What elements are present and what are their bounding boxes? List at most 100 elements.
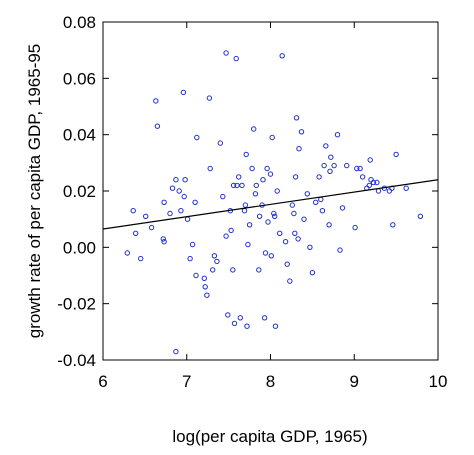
data-point bbox=[160, 236, 167, 242]
data-point bbox=[182, 177, 188, 183]
data-point bbox=[264, 165, 270, 172]
data-point bbox=[393, 151, 399, 158]
data-point bbox=[262, 250, 269, 256]
data-point bbox=[143, 213, 149, 220]
data-point bbox=[202, 284, 208, 290]
data-point bbox=[277, 230, 283, 237]
data-point bbox=[271, 210, 277, 217]
data-point bbox=[279, 53, 285, 59]
data-point bbox=[187, 255, 193, 262]
data-point bbox=[301, 216, 307, 222]
data-point bbox=[211, 253, 218, 259]
y-axis-label: growth rate of per capita GDP, 1965-95 bbox=[25, 44, 44, 339]
x-axis-label: log(per capita GDP, 1965) bbox=[172, 427, 367, 446]
x-tick-label: 10 bbox=[429, 372, 448, 391]
data-point bbox=[291, 210, 297, 217]
data-point bbox=[192, 199, 198, 206]
data-point bbox=[328, 154, 334, 160]
data-point bbox=[274, 188, 280, 194]
data-point bbox=[234, 182, 240, 189]
y-tick-label: 0.06 bbox=[63, 69, 96, 88]
data-point bbox=[316, 174, 322, 180]
data-point bbox=[243, 151, 249, 158]
data-point bbox=[331, 162, 337, 169]
data-point bbox=[282, 239, 289, 245]
data-point bbox=[289, 202, 295, 208]
data-point bbox=[295, 236, 301, 242]
data-point bbox=[173, 177, 179, 183]
data-point bbox=[366, 182, 372, 189]
data-point bbox=[357, 165, 363, 172]
x-axis-ticks: 6 7 8 9 10 bbox=[98, 22, 447, 391]
data-point bbox=[194, 134, 200, 141]
data-point bbox=[375, 188, 382, 194]
data-point bbox=[304, 191, 310, 197]
y-tick-label: 0.04 bbox=[63, 126, 96, 145]
data-point bbox=[241, 208, 248, 214]
data-point bbox=[284, 261, 290, 267]
data-point bbox=[220, 193, 226, 200]
data-point bbox=[230, 182, 237, 189]
data-point bbox=[319, 208, 326, 214]
data-point bbox=[176, 188, 182, 194]
data-point bbox=[390, 222, 396, 228]
x-tick-label: 8 bbox=[266, 372, 275, 391]
data-point bbox=[193, 272, 199, 279]
data-point bbox=[256, 213, 263, 220]
data-point bbox=[189, 241, 196, 248]
x-tick-label: 6 bbox=[98, 372, 107, 391]
data-point bbox=[201, 275, 208, 281]
data-point bbox=[244, 323, 250, 329]
data-point bbox=[239, 182, 245, 189]
data-point bbox=[169, 185, 176, 191]
data-point bbox=[296, 146, 302, 152]
y-tick-label: -0.04 bbox=[57, 351, 96, 370]
data-point bbox=[293, 115, 300, 121]
data-point bbox=[223, 50, 229, 56]
data-point bbox=[367, 157, 373, 163]
data-point bbox=[337, 247, 343, 253]
data-point bbox=[217, 140, 224, 146]
data-point bbox=[386, 188, 393, 194]
data-point bbox=[181, 193, 187, 200]
data-point bbox=[161, 199, 167, 206]
data-point bbox=[307, 244, 313, 251]
y-tick-label: 0.00 bbox=[63, 238, 96, 257]
data-point bbox=[269, 134, 275, 141]
data-point bbox=[246, 222, 253, 228]
data-point bbox=[180, 89, 187, 96]
data-point bbox=[354, 165, 360, 172]
data-point bbox=[268, 253, 274, 259]
plot-frame bbox=[102, 21, 439, 361]
data-point bbox=[225, 312, 231, 318]
data-point bbox=[124, 250, 131, 256]
data-point bbox=[298, 129, 305, 135]
data-point bbox=[210, 267, 216, 273]
data-point bbox=[321, 162, 327, 169]
y-tick-label: 0.08 bbox=[63, 13, 96, 32]
data-point bbox=[272, 323, 279, 329]
data-point bbox=[417, 213, 424, 220]
data-point bbox=[138, 255, 144, 262]
data-point bbox=[292, 174, 299, 180]
data-point bbox=[403, 185, 409, 191]
data-point bbox=[260, 177, 266, 183]
data-point bbox=[178, 208, 184, 214]
data-point bbox=[214, 258, 220, 265]
data-point bbox=[267, 171, 274, 177]
data-point bbox=[313, 199, 319, 206]
data-point bbox=[334, 132, 341, 138]
data-point bbox=[318, 196, 324, 203]
data-point bbox=[251, 126, 257, 132]
x-tick-label: 7 bbox=[182, 372, 191, 391]
data-point bbox=[265, 219, 271, 225]
data-point bbox=[327, 168, 333, 175]
data-point bbox=[231, 320, 238, 327]
trend-line bbox=[102, 179, 439, 230]
data-point bbox=[173, 348, 179, 355]
data-point bbox=[272, 213, 278, 220]
data-point bbox=[256, 267, 262, 273]
data-point bbox=[153, 98, 159, 104]
x-tick-label: 9 bbox=[350, 372, 359, 391]
